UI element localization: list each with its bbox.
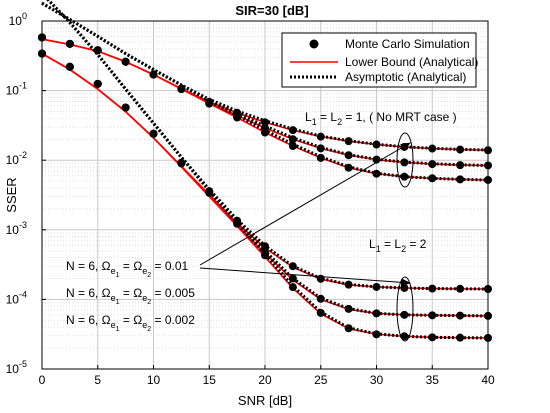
n-label: N = 6, Ωe1 = Ωe2 = 0.005 (66, 286, 195, 306)
monte-carlo-point (316, 308, 325, 317)
legend-marker-mc (309, 39, 319, 49)
monte-carlo-point (372, 330, 381, 339)
monte-carlo-point (205, 99, 214, 108)
y-tick-label: 100 (9, 11, 27, 28)
monte-carlo-point (456, 311, 465, 320)
monte-carlo-point (428, 333, 437, 342)
monte-carlo-point (233, 113, 242, 122)
chart-title: SIR=30 [dB] (235, 3, 308, 18)
monte-carlo-point (344, 324, 353, 333)
x-tick-label: 15 (203, 373, 217, 387)
n-label: N = 6, Ωe1 = Ωe2 = 0.01 (66, 259, 189, 279)
monte-carlo-point (121, 57, 130, 66)
monte-carlo-point (456, 284, 465, 293)
monte-carlo-point (400, 310, 409, 319)
monte-carlo-point (261, 251, 269, 260)
monte-carlo-point (428, 311, 437, 320)
monte-carlo-point (288, 262, 297, 271)
monte-carlo-point (149, 70, 158, 79)
monte-carlo-point (456, 145, 465, 154)
monte-carlo-point (288, 283, 297, 292)
monte-carlo-point (288, 135, 297, 144)
asymptotic-line (41, 1, 489, 167)
monte-carlo-point (93, 46, 102, 55)
series-group (38, 0, 492, 342)
monte-carlo-point (65, 39, 74, 48)
x-tick-label: 5 (94, 373, 101, 387)
grid (41, 21, 489, 370)
monte-carlo-point (316, 132, 325, 141)
monte-carlo-point (372, 169, 381, 178)
monte-carlo-point (177, 159, 186, 168)
y-tick-label: 10-2 (6, 150, 27, 167)
monte-carlo-point (372, 140, 381, 149)
monte-carlo-point (428, 160, 437, 169)
y-tick-label: 10-5 (6, 359, 27, 376)
monte-carlo-point (316, 294, 325, 303)
monte-carlo-point (400, 172, 409, 181)
monte-carlo-point (456, 175, 465, 184)
y-tick-label: 10-3 (6, 220, 27, 237)
monte-carlo-point (372, 282, 381, 291)
monte-carlo-point (456, 333, 465, 342)
monte-carlo-point (288, 141, 297, 150)
ellipse-l2 (396, 276, 414, 342)
monte-carlo-point (428, 144, 437, 153)
arrow-to-l2 (199, 267, 411, 287)
asymptotic-line (46, 0, 489, 340)
monte-carlo-point (456, 161, 465, 170)
monte-carlo-point (261, 128, 269, 137)
monte-carlo-point (288, 126, 297, 135)
monte-carlo-point (121, 103, 130, 112)
x-axis-label: SNR [dB] (238, 393, 292, 408)
annotation-l2: L1 = L2 = 2 (369, 237, 427, 254)
arrow-to-l1 (199, 142, 411, 266)
x-tick-label: 40 (481, 373, 495, 387)
monte-carlo-point (428, 284, 437, 293)
n-label: N = 6, Ωe1 = Ωe2 = 0.002 (66, 313, 195, 333)
monte-carlo-point (372, 309, 381, 318)
monte-carlo-point (177, 85, 186, 94)
y-tick-label: 10-1 (6, 81, 27, 98)
annotation-l1: L1 = L2 = 1, ( No MRT case ) (305, 110, 457, 127)
monte-carlo-point (400, 283, 409, 292)
monte-carlo-point (400, 158, 409, 167)
monte-carlo-point (288, 274, 297, 283)
x-tick-labels: 0 5 10 15 20 25 30 35 40 (39, 365, 495, 387)
monte-carlo-point (316, 144, 325, 153)
monte-carlo-point (149, 129, 158, 138)
monte-carlo-point (400, 332, 409, 341)
annotations: L1 = L2 = 1, ( No MRT case ) L1 = L2 = 2… (66, 110, 457, 342)
y-tick-label: 10-4 (6, 289, 27, 306)
monte-carlo-point (205, 188, 214, 197)
monte-carlo-point (316, 153, 325, 162)
monte-carlo-point (65, 62, 74, 71)
legend-label-lower-bound: Lower Bound (Analytical) (345, 55, 478, 69)
x-tick-label: 25 (314, 373, 328, 387)
monte-carlo-point (233, 219, 242, 228)
y-axis-label: SSER (4, 177, 19, 212)
series-group (38, 1, 492, 184)
legend-label-asymptotic: Asymptotic (Analytical) (345, 70, 466, 84)
n-labels: N = 6, Ωe1 = Ωe2 = 0.01 N = 6, Ωe1 = Ωe2 … (66, 259, 195, 333)
legend-label-mc: Monte Carlo Simulation (345, 37, 470, 51)
monte-carlo-point (344, 151, 353, 160)
x-tick-label: 10 (147, 373, 161, 387)
monte-carlo-point (344, 163, 353, 172)
ellipse-l1 (396, 132, 414, 188)
monte-carlo-point (344, 280, 353, 289)
x-tick-label: 35 (426, 373, 440, 387)
legend: Monte Carlo Simulation Lower Bound (Anal… (281, 32, 478, 88)
monte-carlo-point (344, 137, 353, 146)
x-tick-label: 30 (370, 373, 384, 387)
series-layer (38, 0, 492, 342)
monte-carlo-point (93, 79, 102, 88)
x-tick-label: 20 (258, 373, 272, 387)
monte-carlo-point (428, 174, 437, 183)
y-tick-labels: 100 10-1 10-2 10-3 10-4 10-5 (6, 11, 46, 376)
x-tick-label: 0 (39, 373, 46, 387)
monte-carlo-point (344, 304, 353, 313)
